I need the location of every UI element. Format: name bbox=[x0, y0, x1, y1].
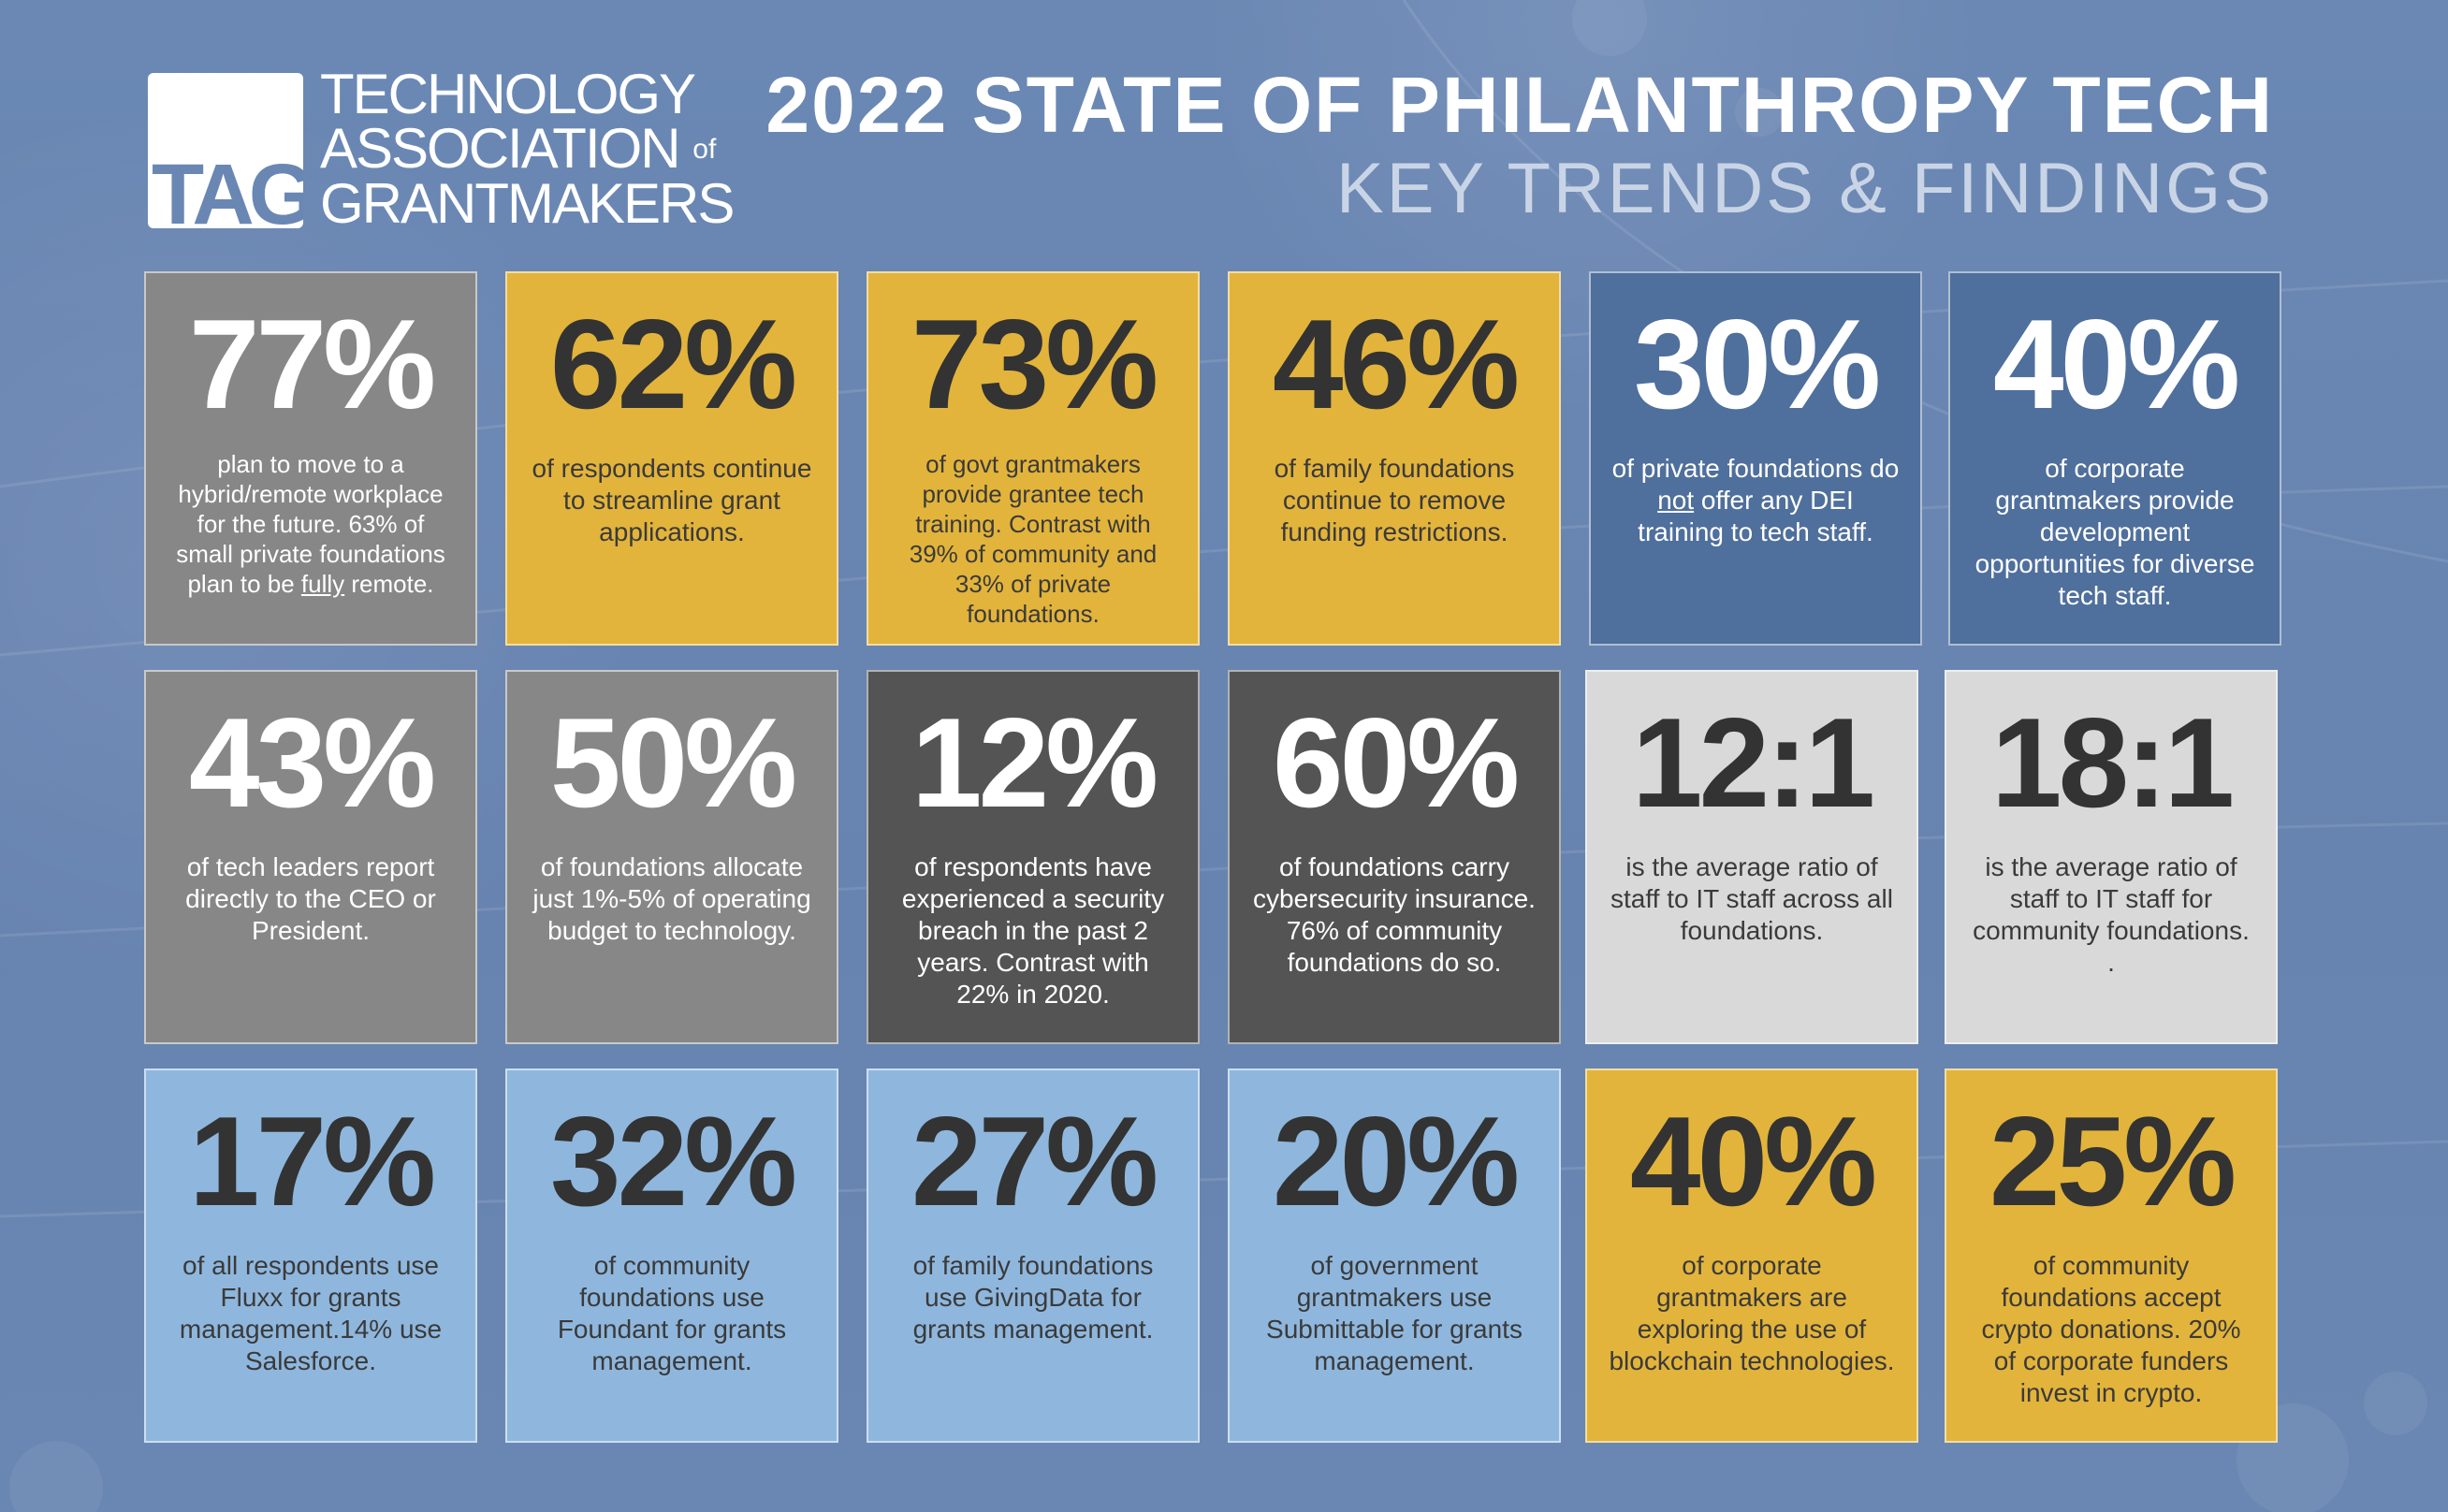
stat-description: of govt grantmakers provide grantee tech… bbox=[909, 450, 1158, 628]
stat-card-diverse-staff: 40% of corporate grantmakers provide dev… bbox=[1948, 271, 2281, 646]
stat-card-security-breach: 12% of respondents have experienced a se… bbox=[867, 670, 1200, 1044]
desc-text: plan to move to a hybrid/remote workplac… bbox=[176, 450, 445, 598]
stat-value: 25% bbox=[1989, 1090, 2237, 1232]
stat-value: 40% bbox=[1629, 1090, 1877, 1232]
stat-value: 32% bbox=[549, 1090, 797, 1232]
stat-card-funding-restrictions: 46% of family foundations continue to re… bbox=[1228, 271, 1561, 646]
stat-value: 17% bbox=[188, 1090, 436, 1232]
logo-mark-box: TAG bbox=[148, 73, 303, 228]
stat-description: of family foundations use GivingData for… bbox=[912, 1251, 1154, 1344]
stat-card-grantee-training: 73% of govt grantmakers provide grantee … bbox=[867, 271, 1200, 646]
stat-description: of corporate grantmakers are exploring t… bbox=[1609, 1251, 1895, 1375]
stat-card-it-ratio-community: 18:1 is the average ratio of staff to IT… bbox=[1945, 670, 2278, 1044]
desc-text-end: remote. bbox=[344, 570, 434, 598]
logo-line-1: TECHNOLOGY bbox=[320, 63, 696, 125]
logo-wordmark: TECHNOLOGY ASSOCIATION of GRANTMAKERS bbox=[320, 63, 735, 235]
stat-description: of tech leaders report directly to the C… bbox=[185, 852, 436, 945]
desc-text-end: . bbox=[2107, 948, 2115, 977]
stat-description: of government grantmakers use Submittabl… bbox=[1266, 1251, 1523, 1375]
logo-of: of bbox=[692, 134, 717, 165]
stat-value: 18:1 bbox=[1990, 691, 2235, 834]
stat-card-submittable: 20% of government grantmakers use Submit… bbox=[1228, 1069, 1561, 1443]
stat-value: 77% bbox=[188, 293, 436, 435]
stat-card-fluxx: 17% of all respondents use Fluxx for gra… bbox=[144, 1069, 477, 1443]
stat-value: 20% bbox=[1272, 1090, 1520, 1232]
stat-card-tech-budget: 50% of foundations allocate just 1%-5% o… bbox=[505, 670, 838, 1044]
stat-value: 50% bbox=[549, 691, 797, 834]
stat-description: of respondents continue to streamline gr… bbox=[532, 454, 812, 546]
stat-description: plan to move to a hybrid/remote workplac… bbox=[167, 449, 455, 599]
stat-description: of community foundations use Foundant fo… bbox=[557, 1251, 787, 1375]
stat-value: 40% bbox=[1992, 293, 2240, 435]
page-title: 2022 STATE OF PHILANTHROPY TECH bbox=[765, 61, 2274, 149]
desc-underlined: not bbox=[1657, 486, 1695, 515]
stat-description: of all respondents use Fluxx for grants … bbox=[179, 1251, 443, 1375]
stat-description: of foundations carry cybersecurity insur… bbox=[1253, 852, 1536, 977]
stat-description: of family foundations continue to remove… bbox=[1274, 454, 1515, 546]
stat-value: 73% bbox=[911, 293, 1158, 435]
stat-value: 27% bbox=[911, 1090, 1158, 1232]
stat-card-streamline: 62% of respondents continue to streamlin… bbox=[505, 271, 838, 646]
stat-card-crypto: 25% of community foundations accept cryp… bbox=[1945, 1069, 2278, 1443]
stat-card-blockchain: 40% of corporate grantmakers are explori… bbox=[1585, 1069, 1918, 1443]
desc-text-end: offer any DEI training to tech staff. bbox=[1638, 486, 1873, 546]
stat-description: of foundations allocate just 1%-5% of op… bbox=[532, 852, 811, 945]
stat-card-it-ratio-all: 12:1 is the average ratio of staff to IT… bbox=[1585, 670, 1918, 1044]
logo-line-2-text: ASSOCIATION bbox=[320, 117, 681, 180]
stat-description: is the average ratio of staff to IT staf… bbox=[1610, 852, 1893, 945]
desc-underlined: fully bbox=[300, 570, 345, 598]
stat-card-cyber-insurance: 60% of foundations carry cybersecurity i… bbox=[1228, 670, 1561, 1044]
stat-description: of corporate grantmakers provide develop… bbox=[1974, 454, 2255, 610]
logo-line-2: ASSOCIATION of bbox=[320, 121, 733, 177]
stat-card-hybrid-remote: 77% plan to move to a hybrid/remote work… bbox=[144, 271, 477, 646]
stat-card-dei-training: 30% of private foundations do not offer … bbox=[1589, 271, 1922, 646]
stat-card-foundant: 32% of community foundations use Foundan… bbox=[505, 1069, 838, 1443]
stat-description: is the average ratio of staff to IT staf… bbox=[1967, 851, 2255, 979]
stat-description: of private foundations do not offer any … bbox=[1611, 453, 1900, 548]
stat-description: of respondents have experienced a securi… bbox=[901, 852, 1165, 1009]
stat-value: 62% bbox=[549, 293, 797, 435]
stat-card-givingdata: 27% of family foundations use GivingData… bbox=[867, 1069, 1200, 1443]
tag-logo: TAG TECHNOLOGY ASSOCIATION of GRANTMAKER… bbox=[148, 66, 735, 236]
desc-text: is the average ratio of staff to IT staf… bbox=[1973, 852, 2250, 945]
stat-value: 12% bbox=[911, 691, 1158, 834]
logo-mark: TAG bbox=[152, 147, 303, 228]
stat-card-ceo-reporting: 43% of tech leaders report directly to t… bbox=[144, 670, 477, 1044]
logo-line-3: GRANTMAKERS bbox=[320, 172, 735, 235]
stat-value: 46% bbox=[1272, 293, 1520, 435]
stat-value: 43% bbox=[188, 691, 436, 834]
desc-text: of private foundations do bbox=[1611, 454, 1900, 483]
stat-value: 60% bbox=[1272, 691, 1520, 834]
stat-value: 30% bbox=[1633, 293, 1881, 435]
stat-description: of community foundations accept crypto d… bbox=[1981, 1251, 2241, 1407]
page-subtitle: KEY TRENDS & FINDINGS bbox=[1336, 149, 2274, 228]
stat-value: 12:1 bbox=[1631, 691, 1875, 834]
stats-grid: 77% plan to move to a hybrid/remote work… bbox=[144, 271, 2281, 1447]
